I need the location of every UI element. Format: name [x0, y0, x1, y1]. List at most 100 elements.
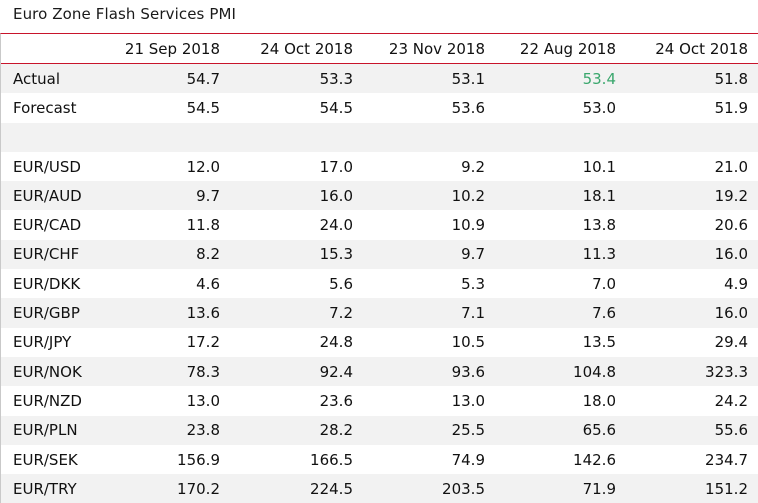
table-row: EUR/NZD 13.0 23.6 13.0 18.0 24.2	[1, 386, 758, 415]
value-cell: 8.2	[196, 245, 220, 264]
value-cell: 13.0	[186, 391, 220, 410]
header-cell: 22 Aug 2018	[519, 39, 616, 58]
value-cell: 28.2	[319, 421, 353, 440]
value-cell: 54.5	[186, 98, 220, 117]
table-row: Forecast 54.5 54.5 53.6 53.0 51.9	[1, 93, 758, 122]
header-cell: 21 Sep 2018	[124, 39, 220, 58]
value-cell: 9.2	[461, 157, 485, 176]
row-label: EUR/DKK	[13, 274, 81, 293]
value-cell: 51.9	[714, 98, 748, 117]
header-cell: 23 Nov 2018	[388, 39, 485, 58]
row-label: EUR/GBP	[13, 304, 80, 323]
value-cell: 71.9	[582, 479, 616, 498]
row-label: EUR/NZD	[13, 391, 82, 410]
value-cell: 170.2	[177, 479, 220, 498]
table-title: Euro Zone Flash Services PMI	[13, 5, 237, 23]
value-cell: 53.6	[451, 98, 485, 117]
row-label: EUR/NOK	[13, 362, 82, 381]
value-cell: 17.2	[186, 333, 220, 352]
value-cell: 323.3	[705, 362, 748, 381]
table-row: EUR/GBP 13.6 7.2 7.1 7.6 16.0	[1, 298, 758, 328]
value-cell: 9.7	[196, 186, 220, 205]
row-label: EUR/SEK	[13, 450, 78, 469]
value-cell: 11.8	[186, 216, 220, 235]
value-cell: 13.6	[186, 304, 220, 323]
table-row: EUR/DKK 4.6 5.6 5.3 7.0 4.9	[1, 269, 758, 298]
value-cell: 4.9	[724, 274, 748, 293]
value-cell: 142.6	[573, 450, 616, 469]
value-cell: 54.7	[186, 69, 220, 88]
row-label: Actual	[13, 69, 60, 88]
row-label: EUR/PLN	[13, 421, 78, 440]
table-row: Actual 54.7 53.3 53.1 53.4 51.8	[1, 64, 758, 94]
value-cell: 11.3	[582, 245, 616, 264]
value-cell: 17.0	[319, 157, 353, 176]
value-cell: 55.6	[714, 421, 748, 440]
value-cell: 7.2	[329, 304, 353, 323]
value-cell: 9.7	[461, 245, 485, 264]
value-cell: 23.6	[319, 391, 353, 410]
table-row: EUR/TRY 170.2 224.5 203.5 71.9 151.2	[1, 474, 758, 503]
value-cell: 93.6	[451, 362, 485, 381]
table-row: EUR/NOK 78.3 92.4 93.6 104.8 323.3	[1, 356, 758, 387]
row-label: EUR/TRY	[13, 479, 77, 498]
value-cell: 24.0	[319, 216, 353, 235]
row-label: Forecast	[13, 98, 77, 117]
value-cell: 24.2	[714, 391, 748, 410]
value-cell: 203.5	[442, 479, 485, 498]
value-cell: 21.0	[714, 157, 748, 176]
table-row: EUR/SEK 156.9 166.5 74.9 142.6 234.7	[1, 445, 758, 474]
value-cell: 15.3	[319, 245, 353, 264]
table-row: EUR/CHF 8.2 15.3 9.7 11.3 16.0	[1, 239, 758, 270]
row-label: EUR/USD	[13, 157, 81, 176]
value-cell: 92.4	[319, 362, 353, 381]
row-label: EUR/CHF	[13, 245, 80, 264]
header-cell: 24 Oct 2018	[260, 39, 353, 58]
value-cell: 5.6	[329, 274, 353, 293]
value-cell: 18.0	[582, 391, 616, 410]
value-cell: 4.6	[196, 274, 220, 293]
table-row: EUR/CAD 11.8 24.0 10.9 13.8 20.6	[1, 210, 758, 239]
value-cell: 25.5	[451, 421, 485, 440]
table-row: EUR/PLN 23.8 28.2 25.5 65.6 55.6	[1, 415, 758, 445]
value-cell: 5.3	[461, 274, 485, 293]
row-label: EUR/AUD	[13, 186, 82, 205]
value-cell: 151.2	[705, 479, 748, 498]
value-cell: 13.0	[451, 391, 485, 410]
table-row: EUR/USD 12.0 17.0 9.2 10.1 21.0	[1, 152, 758, 181]
value-cell: 54.5	[319, 98, 353, 117]
value-cell: 10.2	[451, 186, 485, 205]
header-cell: 24 Oct 2018	[655, 39, 748, 58]
value-cell: 53.4	[582, 69, 616, 88]
value-cell: 7.1	[461, 304, 485, 323]
value-cell: 7.0	[592, 274, 616, 293]
value-cell: 10.9	[451, 216, 485, 235]
value-cell: 24.8	[319, 333, 353, 352]
value-cell: 10.5	[451, 333, 485, 352]
value-cell: 12.0	[186, 157, 220, 176]
value-cell: 18.1	[582, 186, 616, 205]
pmi-table: 21 Sep 2018 24 Oct 2018 23 Nov 2018 22 A…	[0, 33, 758, 503]
value-cell: 78.3	[186, 362, 220, 381]
value-cell: 74.9	[451, 450, 485, 469]
value-cell: 224.5	[310, 479, 353, 498]
table-row	[1, 122, 758, 152]
value-cell: 13.5	[582, 333, 616, 352]
header-row: 21 Sep 2018 24 Oct 2018 23 Nov 2018 22 A…	[1, 34, 758, 64]
value-cell: 10.1	[582, 157, 616, 176]
value-cell: 16.0	[319, 186, 353, 205]
value-cell: 19.2	[714, 186, 748, 205]
value-cell: 16.0	[714, 245, 748, 264]
value-cell: 156.9	[177, 450, 220, 469]
value-cell: 13.8	[582, 216, 616, 235]
value-cell: 104.8	[573, 362, 616, 381]
value-cell: 53.1	[451, 69, 485, 88]
value-cell: 51.8	[714, 69, 748, 88]
value-cell: 7.6	[592, 304, 616, 323]
table-row: EUR/AUD 9.7 16.0 10.2 18.1 19.2	[1, 181, 758, 211]
value-cell: 53.3	[319, 69, 353, 88]
value-cell: 23.8	[186, 421, 220, 440]
value-cell: 20.6	[714, 216, 748, 235]
row-label: EUR/CAD	[13, 216, 82, 235]
table-row: EUR/JPY 17.2 24.8 10.5 13.5 29.4	[1, 328, 758, 357]
